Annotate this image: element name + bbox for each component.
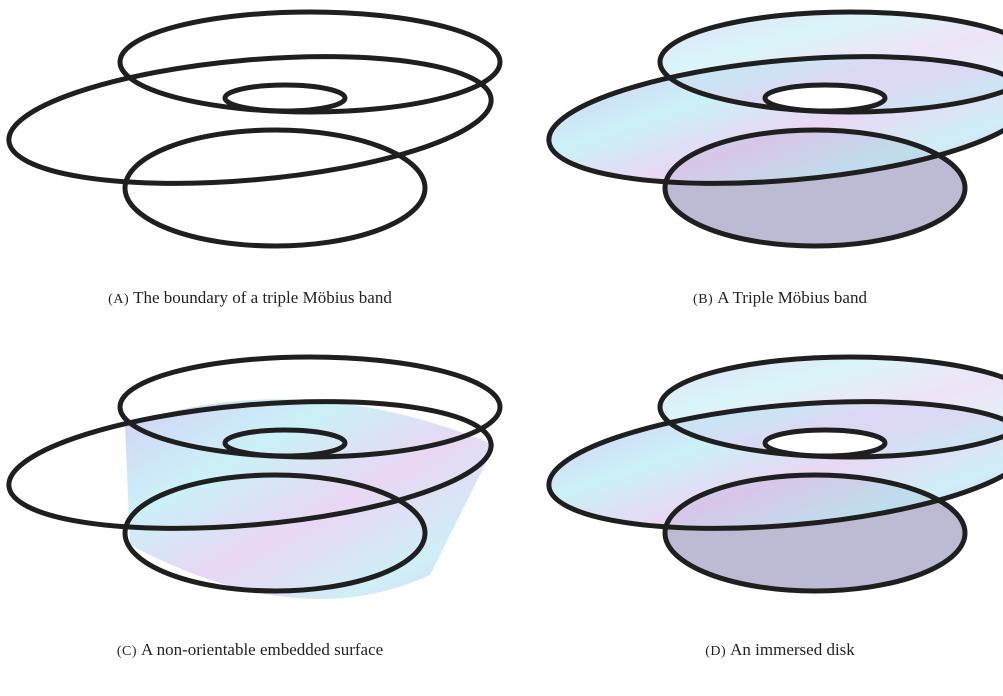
panel-b-drawing xyxy=(544,12,1003,246)
caption: (D) An immersed disk xyxy=(705,640,855,660)
caption-text: An immersed disk xyxy=(730,640,855,659)
caption-label: (B) xyxy=(693,292,714,307)
caption-text: A Triple Möbius band xyxy=(717,288,867,307)
caption: (A) The boundary of a triple Möbius band xyxy=(108,288,392,308)
caption-text: The boundary of a triple Möbius band xyxy=(133,288,392,307)
caption-text: A non-orientable embedded surface xyxy=(141,640,384,659)
panel-d-drawing xyxy=(544,357,1003,591)
caption: (C) A non-orientable embedded surface xyxy=(117,640,383,660)
panel-a-drawing xyxy=(4,12,500,246)
caption-label: (A) xyxy=(108,292,130,307)
caption-label: (C) xyxy=(116,644,138,659)
panel-c-drawing xyxy=(4,357,500,599)
caption: (B) A Triple Möbius band xyxy=(693,288,867,308)
caption-label: (D) xyxy=(705,644,727,659)
